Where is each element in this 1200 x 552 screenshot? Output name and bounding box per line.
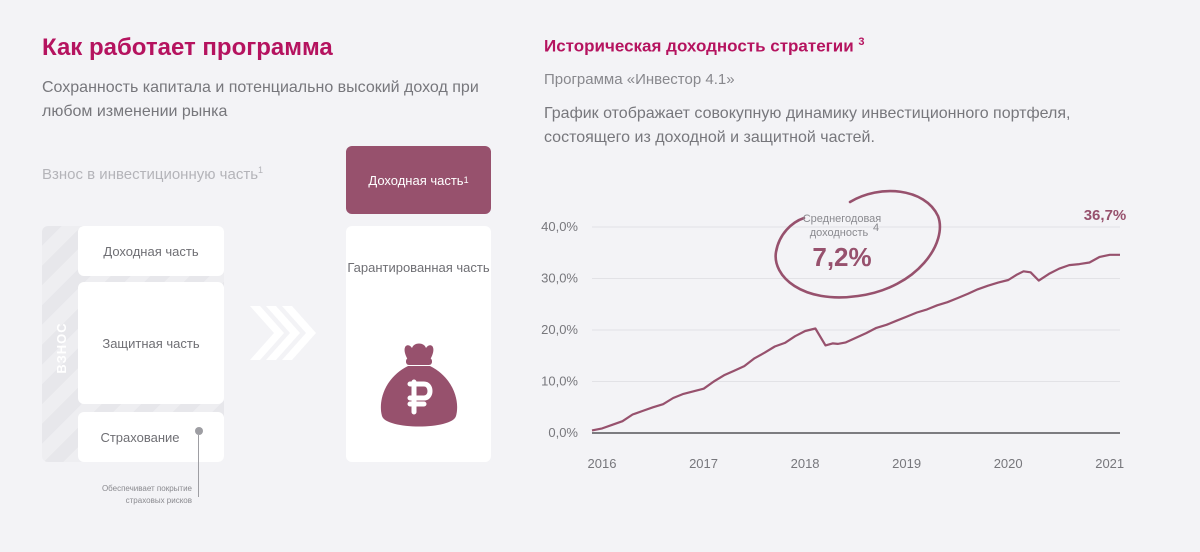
series-line bbox=[591, 253, 1120, 432]
program-title: Как работает программа bbox=[42, 34, 333, 61]
income-box-footnote: 1 bbox=[463, 175, 469, 185]
protective-part-label: Защитная часть bbox=[102, 335, 200, 351]
chart-description: График отображает совокупную динамику ин… bbox=[544, 105, 1071, 146]
x-tick-label: 2019 bbox=[892, 456, 921, 471]
x-tick-label: 2020 bbox=[994, 456, 1023, 471]
x-tick-label: 2016 bbox=[588, 456, 617, 471]
income-part-label: Доходная часть bbox=[103, 243, 199, 259]
average-return-value: 7,2% bbox=[812, 242, 871, 272]
guaranteed-part-label: Гарантированная часть bbox=[347, 260, 490, 275]
y-tick-label: 10,0% bbox=[541, 374, 578, 389]
program-name: Программа «Инвестор 4.1» bbox=[544, 71, 735, 88]
insurance-pointer-line bbox=[198, 435, 199, 497]
y-tick-label: 30,0% bbox=[541, 271, 578, 286]
x-tick-label: 2017 bbox=[689, 456, 718, 471]
strategy-title-footnote: 3 bbox=[858, 36, 865, 48]
client-contribution-label: ВЗНОС КЛИЕНТА bbox=[54, 314, 93, 382]
insurance-pointer-dot bbox=[195, 427, 203, 435]
program-subtitle: Сохранность капитала и потенциально высо… bbox=[42, 79, 479, 120]
income-part-card: Доходная часть bbox=[78, 226, 224, 276]
average-return-title: доходность bbox=[810, 227, 869, 239]
average-return-circle bbox=[774, 189, 942, 299]
average-return-title: Среднегодовая bbox=[803, 213, 882, 225]
income-part-box: Доходная часть 1 bbox=[346, 146, 491, 214]
protective-part-card: Защитная часть bbox=[78, 282, 224, 404]
y-tick-label: 0,0% bbox=[548, 425, 578, 440]
x-tick-label: 2018 bbox=[791, 456, 820, 471]
final-return-label: 36,7% bbox=[1084, 207, 1127, 224]
portfolio-performance-chart: 0,0% 10,0% 20,0% 30,0% 40,0% 2016 2017 2018 2019… bbox=[541, 189, 1127, 471]
strategy-title: Историческая доходность стратегии 3 bbox=[544, 36, 865, 56]
x-tick-label: 2021 bbox=[1095, 456, 1124, 471]
triple-chevron-right-icon bbox=[250, 306, 316, 360]
contribution-label: Взнос в инвестиционную часть1 bbox=[42, 165, 264, 183]
y-tick-label: 20,0% bbox=[541, 322, 578, 337]
insurance-note: Обеспечивает покрытие страховых рисков bbox=[101, 484, 192, 505]
insurance-label: Страхование bbox=[100, 429, 180, 445]
insurance-card: Страхование bbox=[78, 412, 224, 462]
average-return-footnote: 4 bbox=[873, 222, 879, 234]
y-tick-label: 40,0% bbox=[541, 219, 578, 234]
ruble-money-bag-icon bbox=[380, 343, 458, 427]
contribution-footnote: 1 bbox=[258, 165, 264, 175]
